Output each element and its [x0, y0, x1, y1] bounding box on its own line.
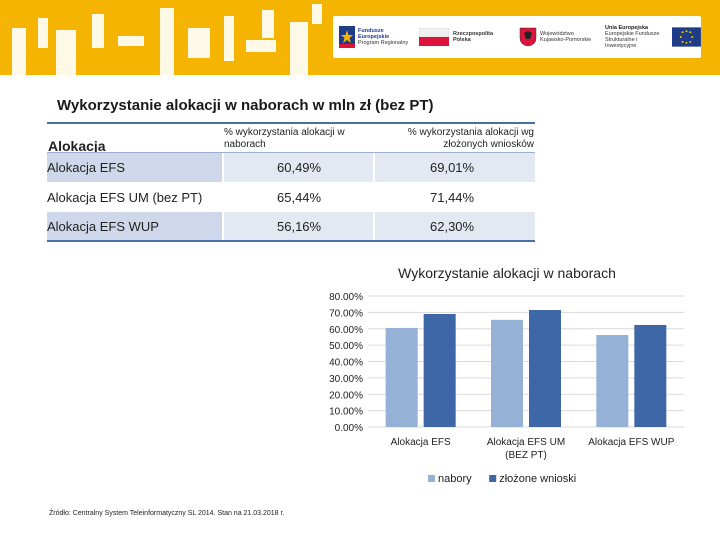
x-tick-label: (BEZ PT): [505, 450, 547, 461]
decor-shape: [12, 28, 26, 75]
legend-label: nabory: [438, 473, 472, 485]
table-header-naborach: % wykorzystania alokacji w naborach: [224, 127, 345, 150]
cell-bg: [224, 212, 373, 241]
row-name: Alokacja EFS WUP: [47, 219, 159, 234]
y-tick-label: 30.00%: [329, 374, 363, 385]
decor-shape: [246, 40, 276, 52]
cell-bg: [224, 153, 373, 182]
table-border: [47, 152, 535, 153]
logo-rzeczpospolita-line2: Polska: [453, 37, 471, 43]
logo-rzeczpospolita-line1: Rzeczpospolita: [453, 31, 494, 37]
table-header-alokacja: Alokacja: [48, 138, 106, 154]
row-naborach: 60,49%: [277, 160, 322, 175]
row-name: Alokacja EFS UM (bez PT): [47, 190, 203, 205]
logo-wojewodztwo-line2: Kujawsko-Pomorskie: [540, 37, 592, 43]
decor-shape: [262, 10, 274, 38]
legend-swatch: [428, 475, 435, 482]
source-footnote: Źródło: Centralny System Teleinformatycz…: [49, 510, 285, 517]
bar-nabory: [596, 335, 629, 427]
logo-wojewodztwo-line1: Województwo: [540, 31, 574, 37]
bar-nabory: [491, 319, 523, 427]
legend-swatch: [489, 475, 497, 482]
eu-funds-star-icon: [339, 26, 355, 48]
row-wnioskow: 62,30%: [430, 219, 475, 234]
coat-of-arms-icon: [519, 27, 537, 47]
cell-bg: [375, 153, 535, 182]
table-border: [47, 182, 535, 183]
decor-shape: [38, 18, 48, 48]
table-header-wnioskow: % wykorzystania alokacji wg złożonych wn…: [407, 127, 534, 150]
cell-bg: [47, 183, 222, 212]
logo-fundusze: Fundusze Europejskie Program Regionalny: [339, 19, 408, 55]
row-name: Alokacja EFS: [47, 160, 126, 175]
bar-nabory: [385, 327, 418, 427]
table-border: [47, 240, 535, 242]
table-title: Wykorzystanie alokacji w naborach w mln …: [57, 97, 434, 114]
eu-flag-icon: [672, 27, 701, 47]
logo-wojewodztwo: Województwo Kujawsko-Pomorskie: [519, 19, 591, 55]
table-row: Alokacja EFS UM (bez PT) 65,44% 71,44%: [47, 183, 535, 212]
y-tick-label: 0.00%: [335, 423, 363, 434]
logo-ue-line3: Strukturalne i Inwestycyjne: [605, 37, 638, 49]
x-tick-label: Alokacja EFS: [391, 437, 451, 448]
y-tick-label: 80.00%: [329, 292, 363, 303]
logo-fundusze-line3: Program Regionalny: [358, 40, 409, 46]
decor-shape: [92, 14, 104, 48]
decor-shape: [56, 30, 76, 75]
y-tick-label: 40.00%: [329, 358, 363, 369]
y-tick-label: 50.00%: [329, 341, 363, 352]
y-tick-label: 10.00%: [329, 407, 363, 418]
bar-wnioski: [634, 324, 667, 427]
decor-shape: [290, 22, 308, 75]
y-tick-label: 60.00%: [329, 325, 363, 336]
chart-title: Wykorzystanie alokacji w naborach: [398, 265, 616, 281]
row-naborach: 65,44%: [277, 190, 322, 205]
table-row: Alokacja EFS 60,49% 69,01%: [47, 153, 535, 182]
logo-unia-europejska: Unia Europejska Europejskie Fundusze Str…: [605, 19, 701, 55]
decor-shape: [224, 16, 234, 61]
logo-strip: Fundusze Europejskie Program Regionalny …: [333, 16, 701, 58]
row-naborach: 56,16%: [277, 219, 322, 234]
y-tick-label: 20.00%: [329, 390, 363, 401]
decor-shape: [188, 28, 210, 58]
y-tick-label: 70.00%: [329, 308, 363, 319]
header-band: Fundusze Europejskie Program Regionalny …: [0, 0, 720, 75]
row-wnioskow: 69,01%: [430, 160, 475, 175]
bar-chart: Wykorzystanie alokacji w naborach 0.00% 1…: [329, 265, 684, 485]
x-tick-label: Alokacja EFS WUP: [588, 437, 674, 448]
title-underline: [47, 122, 535, 124]
logo-fundusze-line1: Fundusze: [358, 28, 384, 34]
cell-bg: [47, 212, 222, 241]
decor-shape: [160, 8, 174, 75]
logo-ue-line1: Unia Europejska: [605, 25, 649, 31]
cell-bg: [47, 153, 222, 182]
row-wnioskow: 71,44%: [430, 190, 475, 205]
logo-rzeczpospolita: Rzeczpospolita Polska: [419, 19, 493, 55]
decor-shape: [118, 36, 144, 46]
logo-ue-line2: Europejskie Fundusze: [605, 31, 660, 37]
x-tick-label: Alokacja EFS UM: [487, 437, 565, 448]
bar-wnioski: [423, 313, 456, 427]
logo-fundusze-line2: Europejskie: [358, 34, 390, 40]
table-row: Alokacja EFS WUP 56,16% 62,30%: [47, 212, 535, 241]
cell-bg: [375, 212, 535, 241]
bar-wnioski: [529, 310, 561, 427]
polish-flag-icon: [419, 28, 449, 46]
decor-shape: [312, 4, 322, 24]
legend-label: złożone wnioski: [499, 473, 576, 485]
